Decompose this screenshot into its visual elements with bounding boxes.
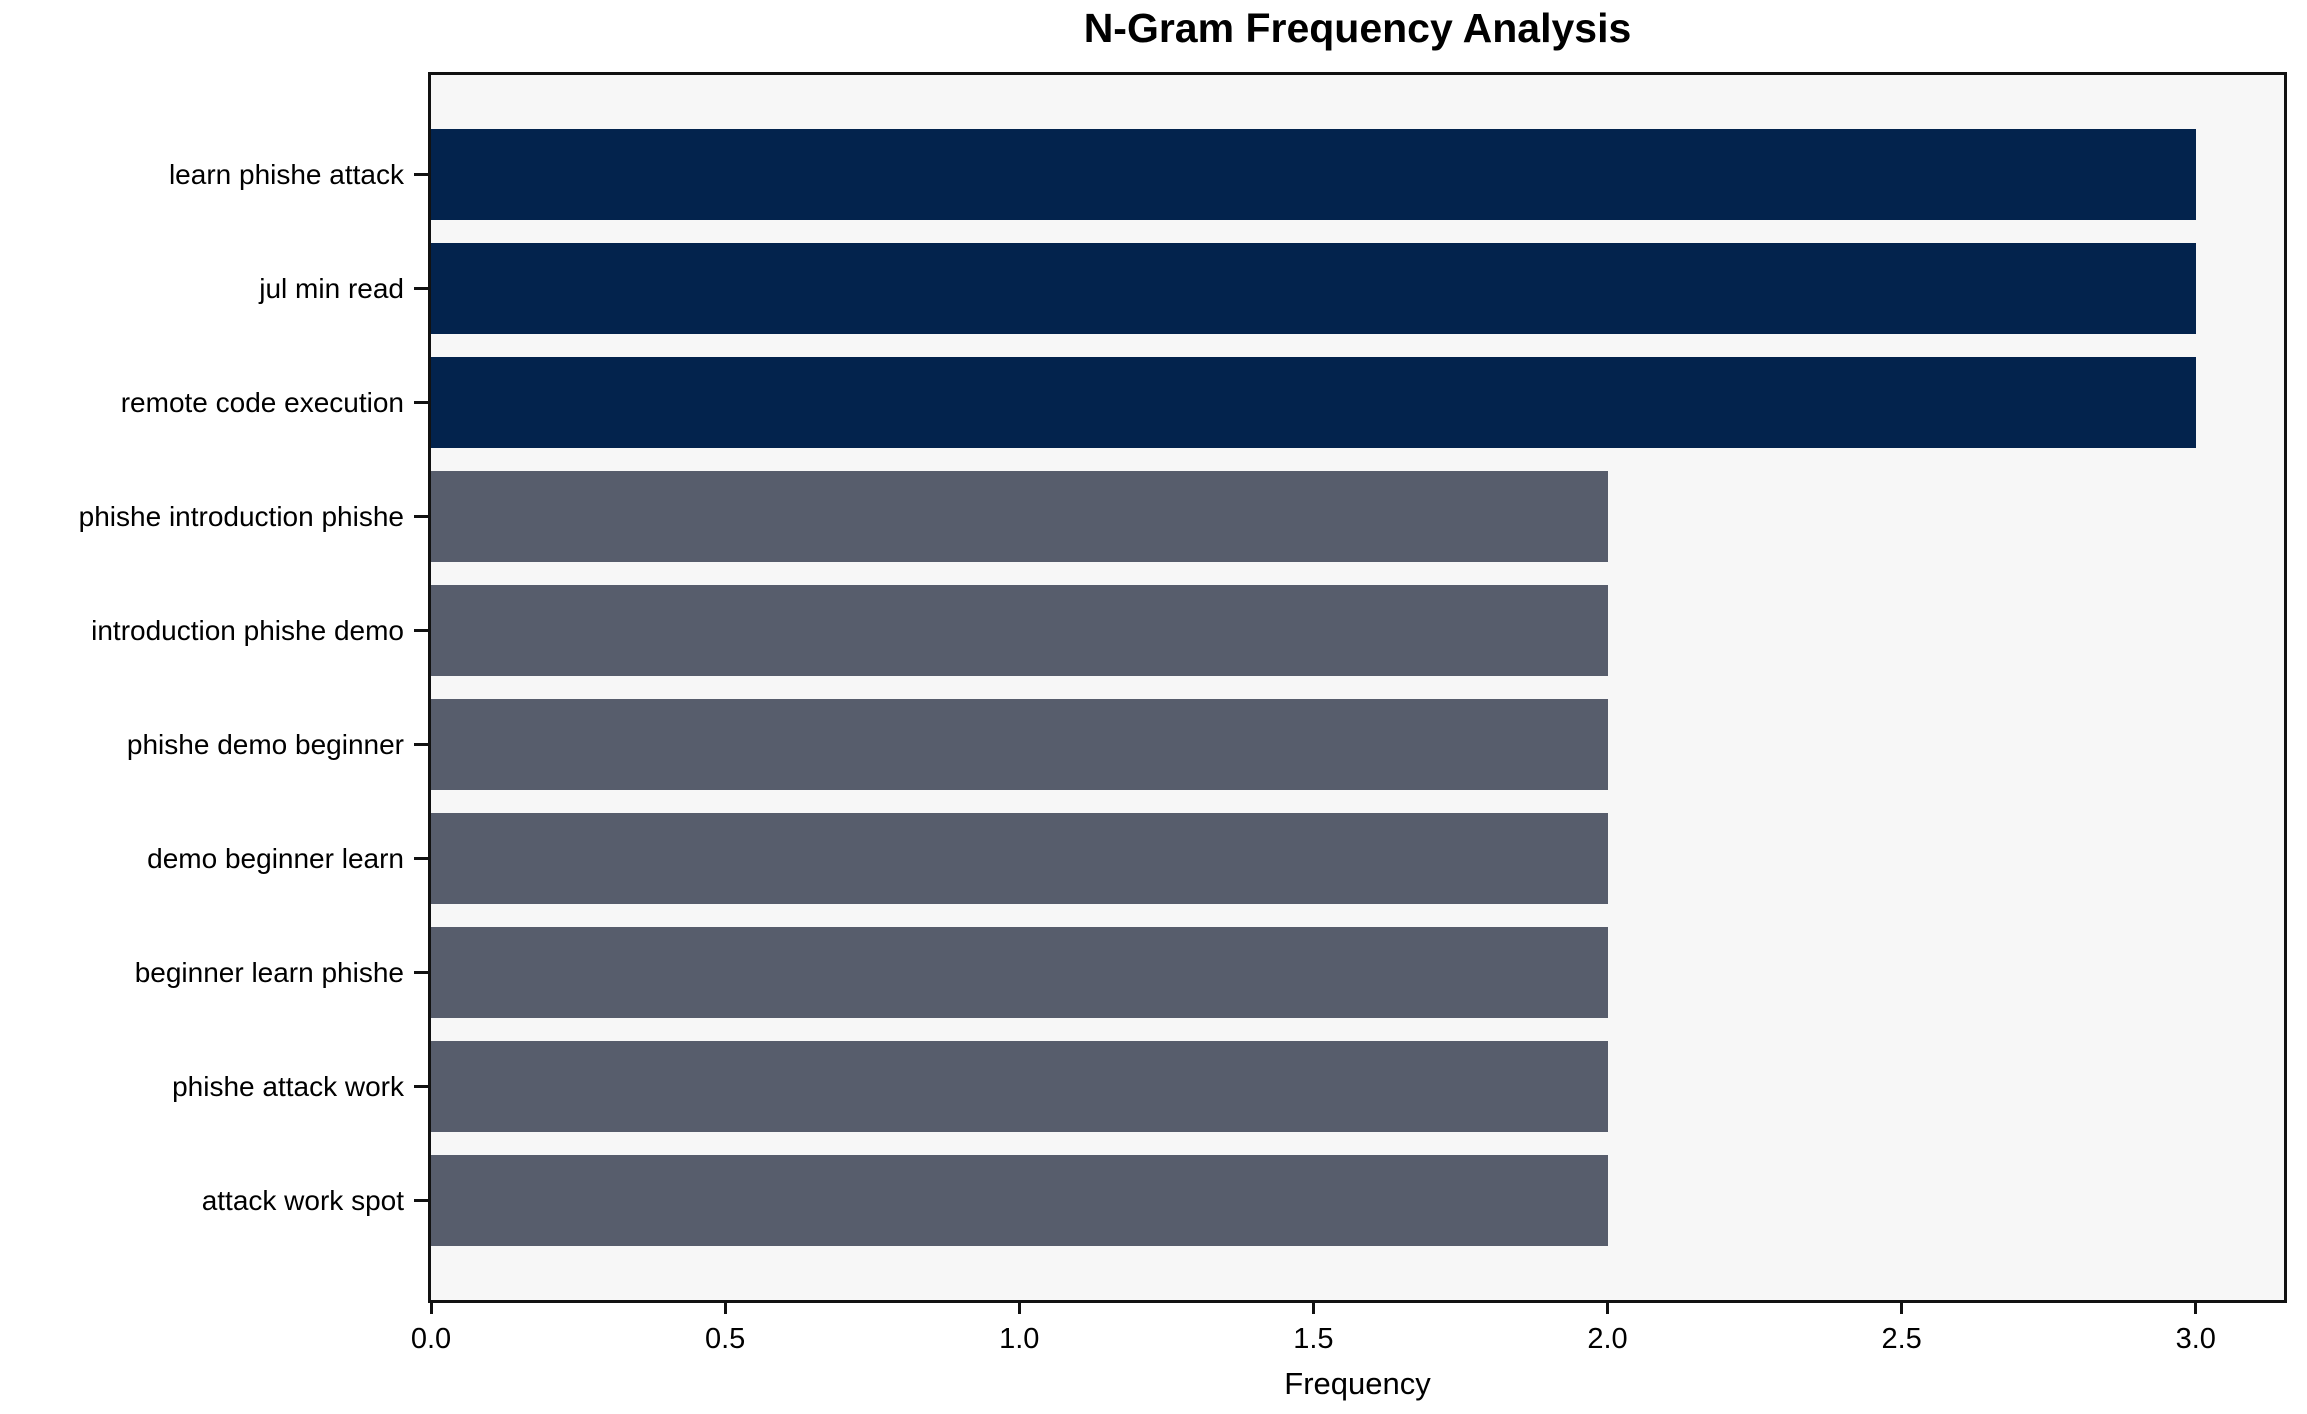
y-tick-label: remote code execution [120,386,404,418]
x-tick-mark [2194,1303,2198,1314]
x-tick-mark [1900,1303,1904,1314]
x-tick-label: 0.5 [704,1323,746,1355]
chart-title: N-Gram Frequency Analysis [1083,5,1632,51]
bar-introduction-phishe-demo [431,585,1608,676]
x-tick-label: 0.0 [410,1323,452,1355]
y-tick-mark [414,857,428,860]
y-tick-mark [414,401,428,404]
x-tick-mark [723,1303,727,1314]
bar-beginner-learn-phishe [431,927,1608,1018]
plot-area [428,72,2287,1303]
y-tick-mark [414,629,428,632]
x-tick-label: 2.5 [1881,1323,1922,1355]
y-tick-label: phishe demo beginner [126,728,404,760]
x-tick-mark [1311,1303,1315,1314]
y-tick-label: learn phishe attack [168,158,404,190]
y-tick-mark [414,173,428,176]
x-tick-label: 3.0 [2175,1323,2216,1355]
x-tick-label: 1.0 [999,1323,1040,1355]
y-tick-mark [414,1085,428,1088]
x-tick-mark [1606,1303,1609,1314]
y-tick-label: beginner learn phishe [134,956,404,988]
bar-demo-beginner-learn [431,813,1608,904]
bar-remote-code-execution [431,357,2196,448]
y-tick-label: jul min read [259,272,404,304]
y-tick-mark [414,515,428,518]
y-tick-label: attack work spot [201,1184,404,1216]
y-tick-mark [414,1199,428,1202]
y-tick-label: introduction phishe demo [91,614,404,646]
bar-learn-phishe-attack [431,129,2196,220]
y-tick-mark [414,287,428,290]
y-tick-label: demo beginner learn [147,842,404,874]
bar-phishe-attack-work [431,1041,1608,1132]
bar-attack-work-spot [431,1155,1608,1246]
bar-jul-min-read [431,243,2196,334]
x-tick-mark [429,1303,433,1314]
y-tick-label: phishe introduction phishe [78,500,404,532]
x-tick-label: 2.0 [1587,1323,1628,1355]
x-tick-mark [1017,1303,1021,1314]
y-tick-mark [414,743,428,746]
x-axis-label: Frequency [1284,1366,1431,1401]
bar-phishe-demo-beginner [431,699,1608,790]
y-tick-mark [414,971,428,974]
bar-phishe-introduction-phishe [431,471,1608,562]
y-tick-label: phishe attack work [172,1070,404,1102]
x-tick-label: 1.5 [1293,1323,1334,1355]
